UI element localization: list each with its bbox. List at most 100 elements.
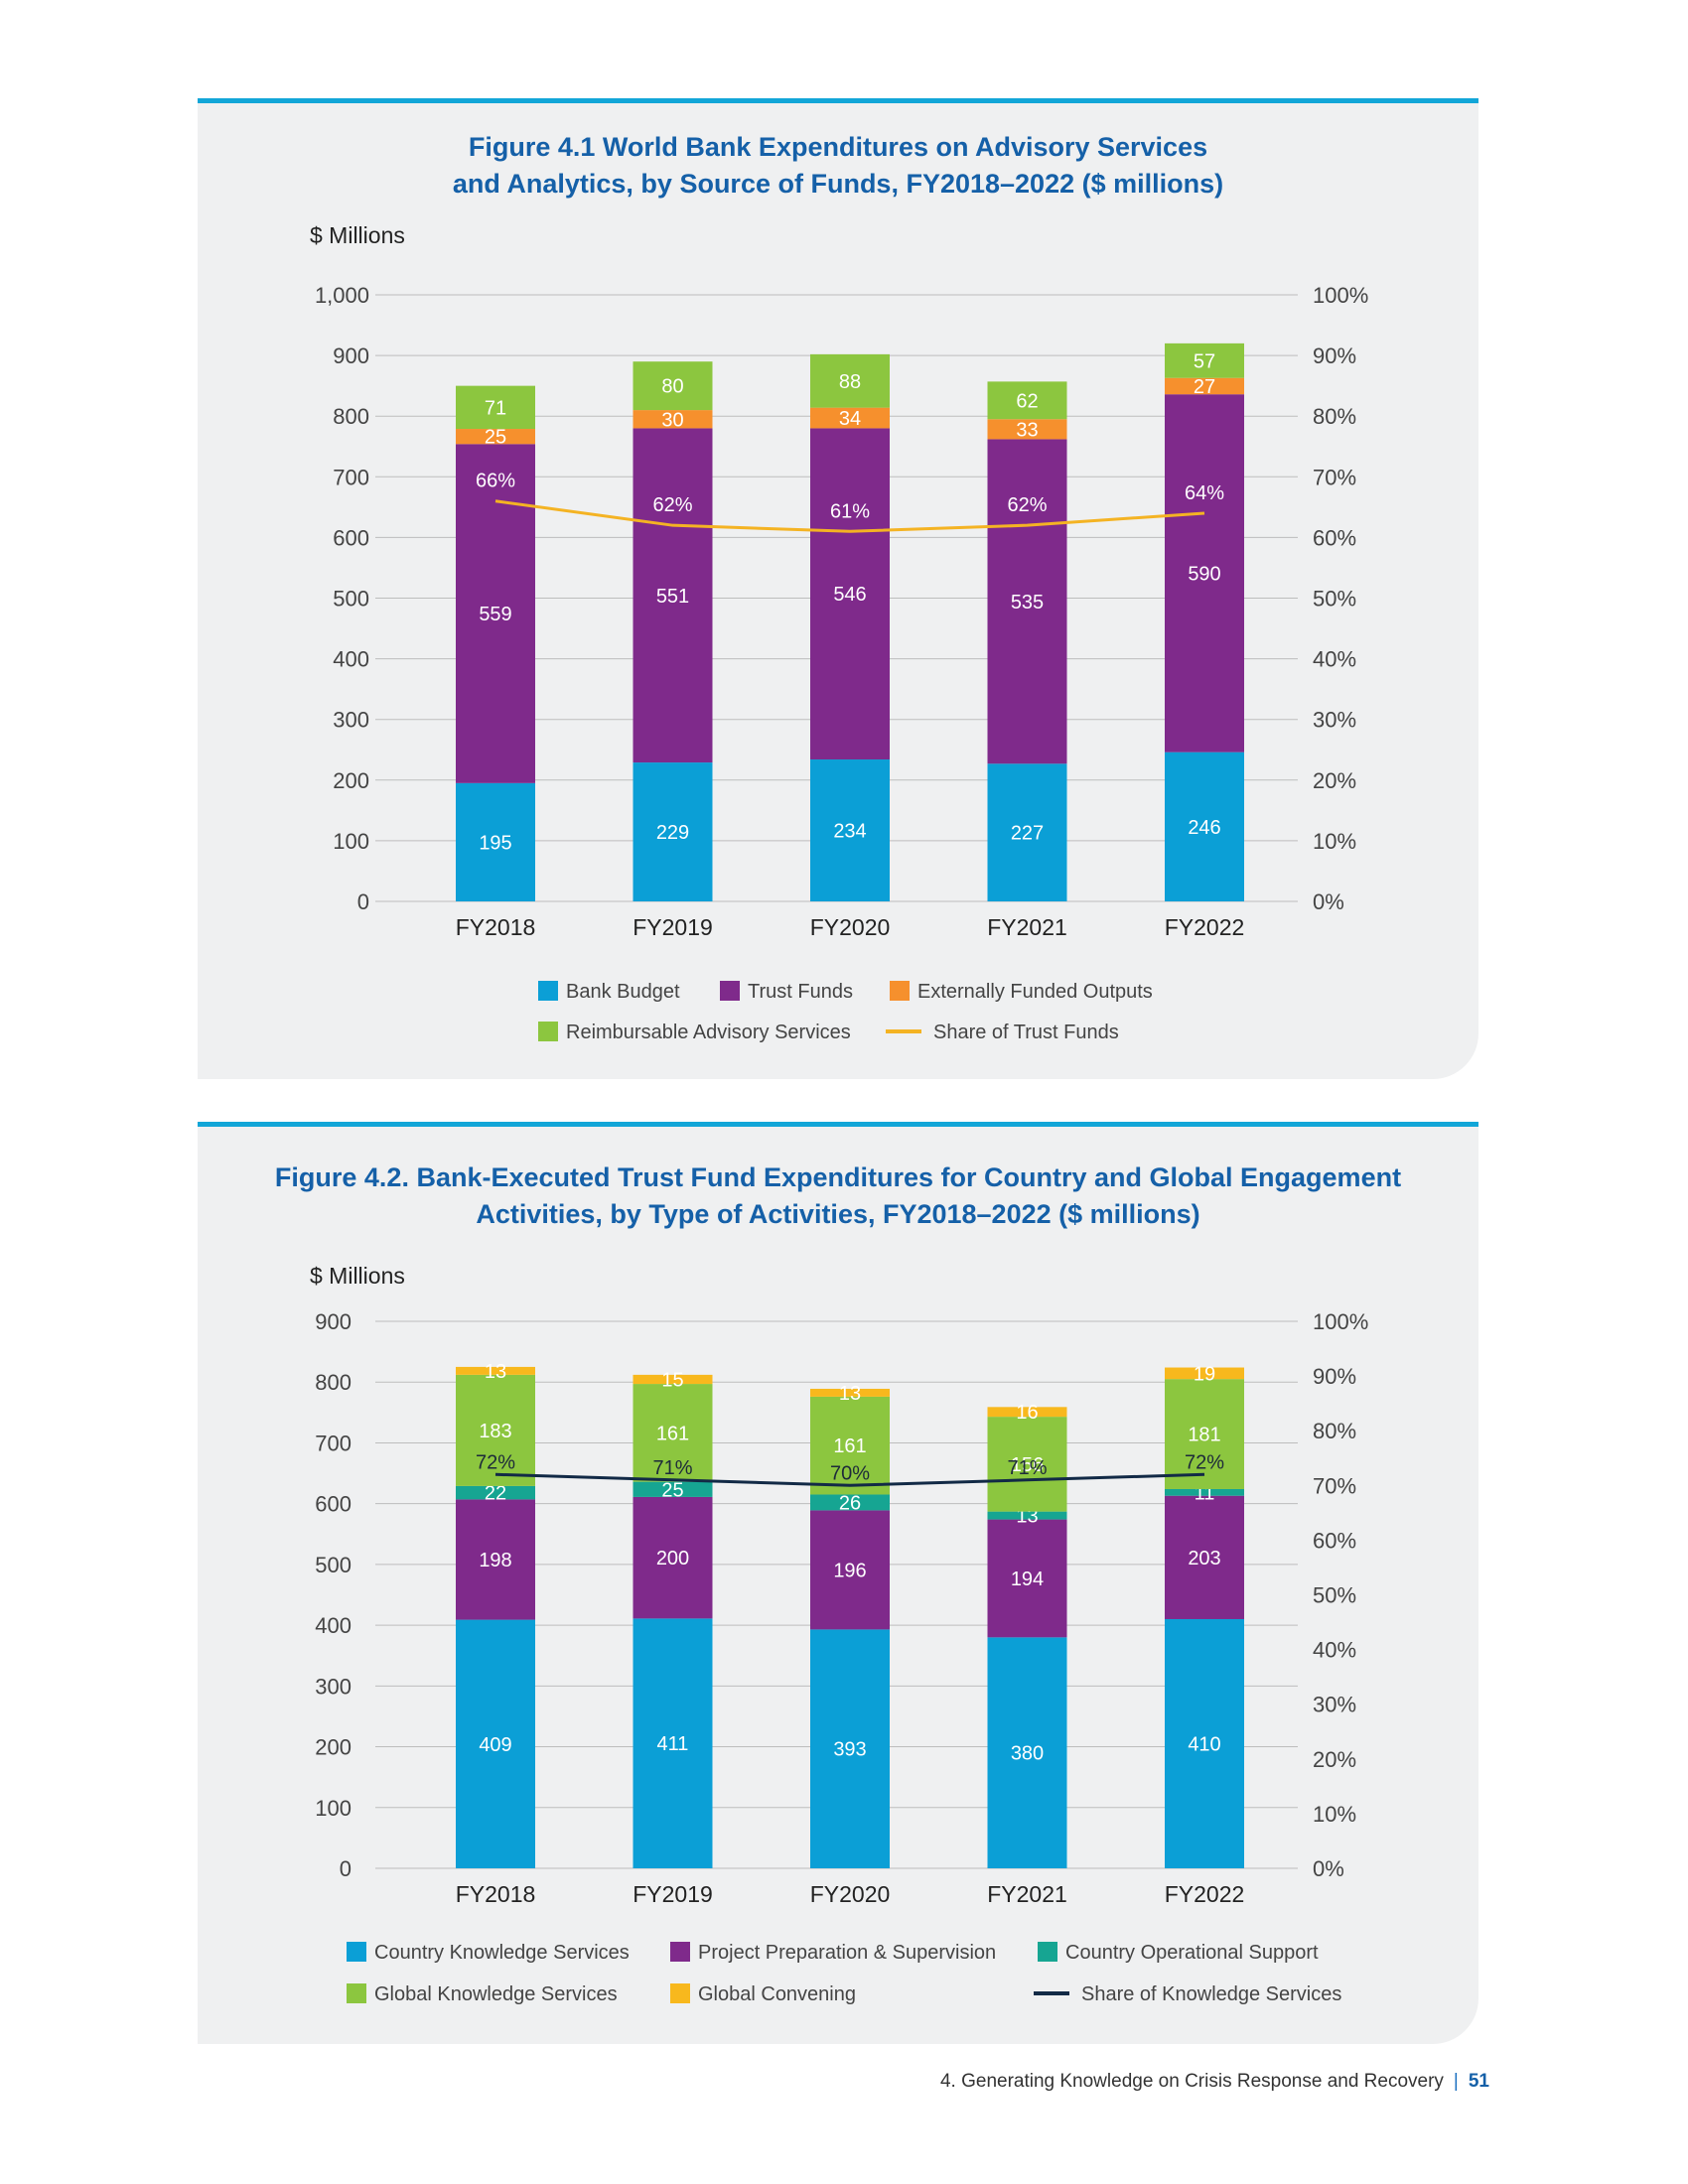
legend-label: Project Preparation & Supervision <box>698 1942 996 1964</box>
bar-value-label: 71 <box>485 397 506 419</box>
bar-value-label: 26 <box>839 1492 861 1514</box>
bar-segment-trust-funds <box>456 444 535 783</box>
share-line-label: 62% <box>1007 494 1047 516</box>
y-axis-title: $ Millions <box>310 1263 405 1289</box>
bar-segment-country-operational-support <box>633 1481 713 1497</box>
y2-tick-label: 0% <box>1313 889 1344 914</box>
bar-value-label: 13 <box>839 1383 861 1405</box>
y2-tick-label: 100% <box>1313 1309 1368 1334</box>
bar-value-label: 246 <box>1188 817 1220 839</box>
y-tick-label: 200 <box>333 768 369 793</box>
y-tick-label: 300 <box>333 708 369 733</box>
bar-value-label: 161 <box>656 1423 689 1444</box>
figure-title-line-2: and Analytics, by Source of Funds, FY201… <box>452 169 1224 199</box>
y2-tick-label: 40% <box>1313 1638 1356 1663</box>
y-tick-label: 100 <box>315 1796 352 1821</box>
bar-value-label: 57 <box>1194 350 1215 372</box>
x-tick-label: FY2021 <box>987 914 1067 940</box>
chart-4-2: $ Millions 0 100 200 300 400 500 600 700 800 900 0%… <box>310 1263 1368 2005</box>
share-line-label: 71% <box>1007 1457 1047 1479</box>
y-tick-label: 600 <box>315 1492 352 1517</box>
bar-value-label: 234 <box>833 821 866 843</box>
bar-segment-global-convening <box>1165 1367 1244 1380</box>
bar-value-label: 590 <box>1188 563 1220 585</box>
bar-value-label: 80 <box>661 376 683 398</box>
y2-tick-label: 20% <box>1313 1747 1356 1772</box>
share-line-label: 72% <box>1185 1451 1224 1473</box>
bar-value-label: 559 <box>479 604 511 625</box>
share-line-label: 72% <box>476 1451 515 1473</box>
y2-tick-label: 60% <box>1313 525 1356 550</box>
bar-segment-global-convening <box>987 1407 1067 1418</box>
legend-label: Country Knowledge Services <box>374 1942 630 1964</box>
bar-value-label: 196 <box>833 1560 866 1581</box>
x-tick-label: FY2021 <box>987 1881 1067 1907</box>
bar-segment-trust-funds <box>987 439 1067 764</box>
chart-4-1: $ Millions 0 100 200 300 400 500 600 700 800 900 1,… <box>310 222 1368 1043</box>
bar-segment-reimbursable-advisory-services <box>987 381 1067 420</box>
legend-label: Externally Funded Outputs <box>917 981 1153 1003</box>
figure-title-line-1: Figure 4.1 World Bank Expenditures on Ad… <box>468 132 1208 162</box>
bar-value-label: 535 <box>1011 592 1044 614</box>
figure-title: Figure 4.2. Bank-Executed Trust Fund Exp… <box>198 1160 1478 1233</box>
y-tick-label: 900 <box>315 1309 352 1334</box>
bar-segment-global-knowledge-services <box>633 1384 713 1482</box>
y2-tick-label: 50% <box>1313 1583 1356 1608</box>
share-line <box>494 1472 1205 1487</box>
y-tick-label: 700 <box>315 1431 352 1455</box>
legend-swatch-reimbursable-advisory-services <box>538 1022 558 1041</box>
bar-value-label: 181 <box>1188 1425 1220 1446</box>
share-line-label: 66% <box>476 471 515 492</box>
bar-value-label: 546 <box>833 584 866 606</box>
legend-swatch-country-operational-support <box>1038 1942 1057 1962</box>
legend-swatch-global-convening <box>670 1983 690 2003</box>
bar-segment-project-preparation-supervision <box>1165 1495 1244 1619</box>
y-tick-label: 500 <box>315 1553 352 1577</box>
x-tick-label: FY2019 <box>633 1881 713 1907</box>
bar-segment-externally-funded-outputs <box>456 429 535 445</box>
bar-segment-global-convening <box>633 1374 713 1385</box>
bar-value-label: 227 <box>1011 823 1044 845</box>
bar-segment-externally-funded-outputs <box>633 410 713 429</box>
bar-value-label: 22 <box>485 1483 506 1505</box>
y2-tick-label: 100% <box>1313 283 1368 308</box>
bar-segment-global-knowledge-services <box>987 1417 1067 1512</box>
figure-title: Figure 4.1 World Bank Expenditures on Ad… <box>198 129 1478 203</box>
y-tick-label: 500 <box>333 587 369 612</box>
share-line-label: 61% <box>830 500 870 522</box>
bar-value-label: 410 <box>1188 1733 1220 1755</box>
bar-segment-reimbursable-advisory-services <box>456 385 535 430</box>
share-line-label: 70% <box>830 1462 870 1484</box>
bar-segment-country-operational-support <box>456 1485 535 1500</box>
bar-value-label: 198 <box>479 1550 511 1571</box>
bar-segment-country-operational-support <box>987 1511 1067 1520</box>
y-tick-label: 200 <box>315 1735 352 1760</box>
legend-label: Global Convening <box>698 1983 856 2005</box>
bar-segment-trust-funds <box>633 428 713 763</box>
figure-title-line-2: Activities, by Type of Activities, FY201… <box>476 1199 1200 1229</box>
legend-label: Bank Budget <box>566 981 680 1003</box>
bar-segment-country-knowledge-services <box>1165 1618 1244 1868</box>
bar-value-label: 25 <box>661 1479 683 1501</box>
bar-value-label: 203 <box>1188 1548 1220 1570</box>
bar-segment-reimbursable-advisory-services <box>1165 342 1244 378</box>
legend-label: Country Operational Support <box>1065 1942 1319 1964</box>
y2-tick-label: 30% <box>1313 1693 1356 1717</box>
bar-value-label: 409 <box>479 1734 511 1756</box>
bar-value-label: 195 <box>479 832 511 854</box>
footer-separator: | <box>1453 2071 1459 2092</box>
y-tick-label: 0 <box>340 1856 352 1881</box>
bar-segment-externally-funded-outputs <box>1165 377 1244 395</box>
legend-label: Trust Funds <box>748 981 853 1003</box>
figure-4-1-panel: Figure 4.1 World Bank Expenditures on Ad… <box>198 98 1478 1079</box>
legend-swatch-global-knowledge-services <box>347 1983 366 2003</box>
y2-tick-label: 70% <box>1313 465 1356 489</box>
bar-value-label: 156 <box>1011 1454 1044 1476</box>
bar-value-label: 551 <box>656 586 689 608</box>
figure-4-2-panel: Figure 4.2. Bank-Executed Trust Fund Exp… <box>198 1122 1478 2044</box>
legend-label: Global Knowledge Services <box>374 1983 618 2005</box>
y-tick-label: 700 <box>333 465 369 489</box>
y-tick-label: 1,000 <box>315 283 369 308</box>
y2-tick-label: 10% <box>1313 1802 1356 1827</box>
share-line-label: 71% <box>652 1457 692 1479</box>
